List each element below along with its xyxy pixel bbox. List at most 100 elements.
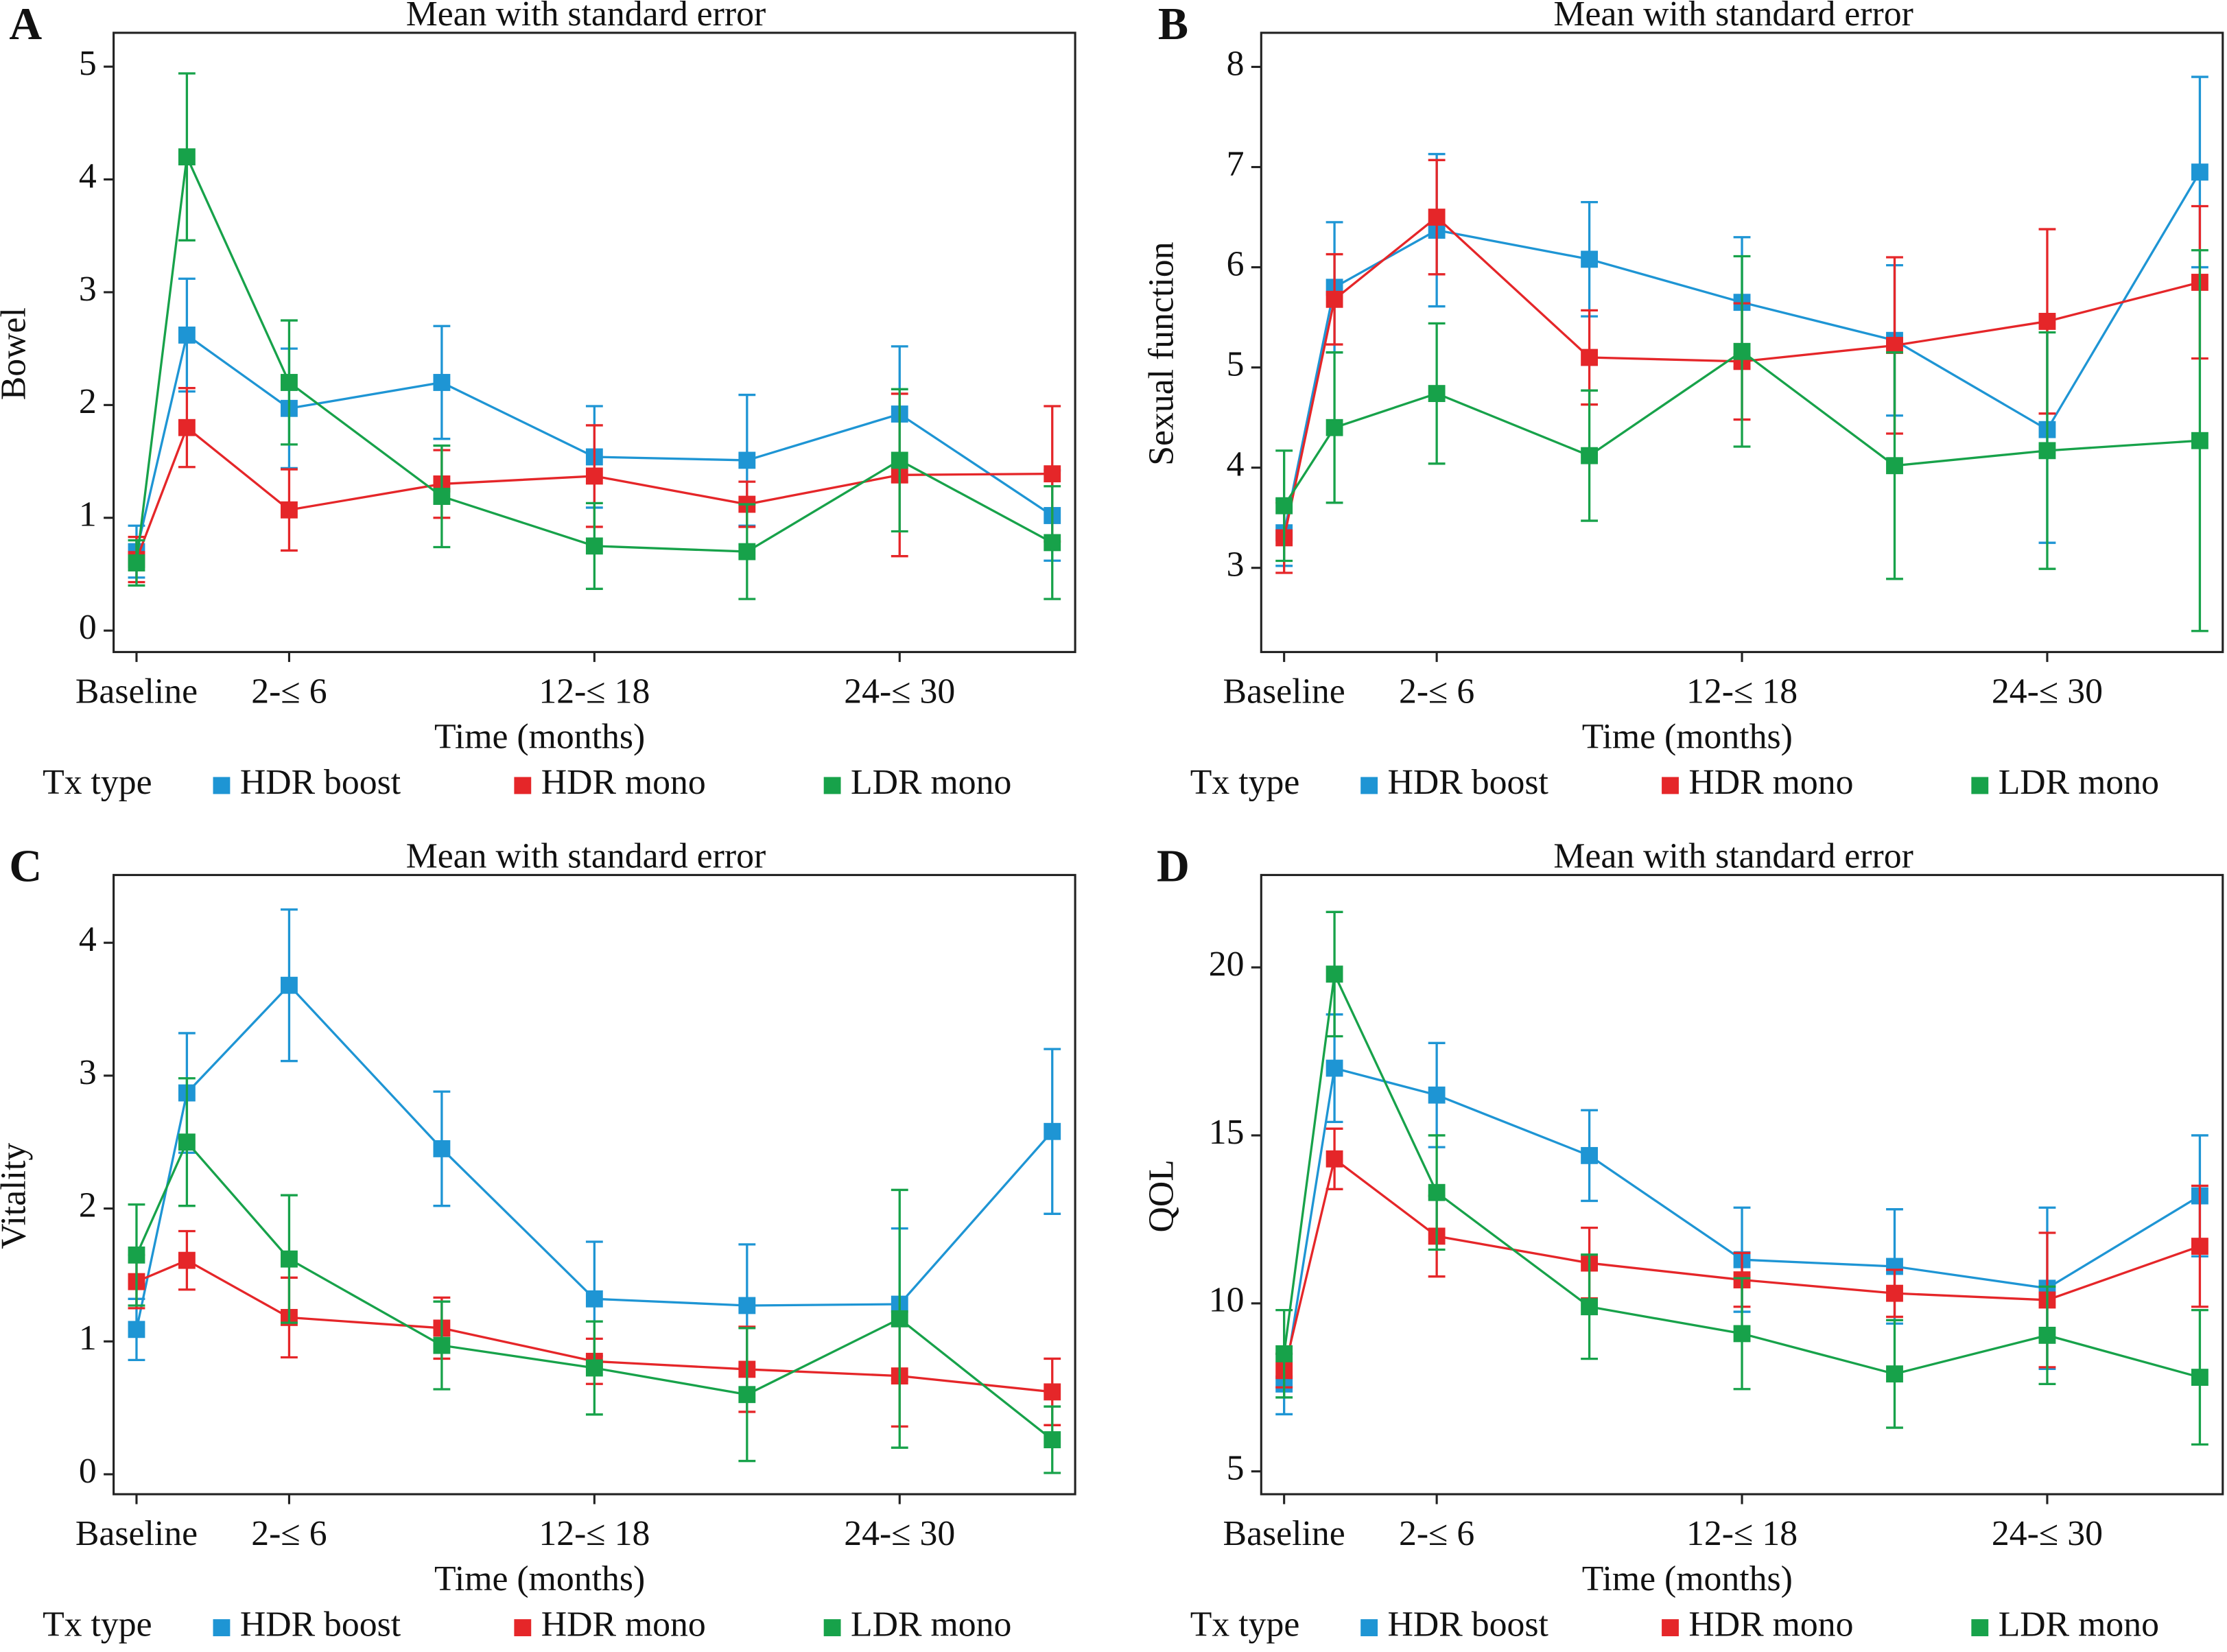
- x-tick-label: 12-≤ 18: [539, 1514, 650, 1553]
- marker: [2038, 442, 2056, 460]
- marker: [1044, 1122, 1061, 1140]
- x-tick-label: Baseline: [1223, 672, 1345, 711]
- panel: A Mean with standard error Bowel Time (mont…: [0, 0, 1076, 802]
- x-axis-label: Time (months): [434, 718, 645, 757]
- x-tick-label: 24-≤ 30: [844, 1514, 955, 1553]
- x-tick-label: 24-≤ 30: [1992, 1514, 2103, 1553]
- legend-swatch: [823, 777, 841, 794]
- y-tick-label: 5: [1227, 345, 1245, 384]
- x-tick-label: 12-≤ 18: [539, 672, 650, 711]
- marker: [891, 1310, 908, 1328]
- marker: [433, 374, 451, 391]
- marker: [1581, 1298, 1599, 1316]
- marker: [281, 374, 298, 391]
- y-axis-label: QOL: [1142, 1159, 1181, 1232]
- y-tick-label: 6: [1227, 244, 1245, 283]
- y-tick-label: 1: [79, 1319, 97, 1358]
- marker: [433, 1336, 451, 1354]
- x-tick-label: Baseline: [75, 672, 198, 711]
- marker: [1733, 1325, 1751, 1343]
- marker: [1886, 457, 1903, 475]
- marker: [1886, 337, 1903, 354]
- legend-swatch: [213, 1619, 231, 1637]
- marker: [1044, 465, 1061, 483]
- chart-title: Mean with standard error: [406, 0, 766, 34]
- marker: [1325, 290, 1343, 308]
- x-tick-label: 2-≤ 6: [251, 1514, 327, 1553]
- x-tick-label: 2-≤ 6: [251, 672, 327, 711]
- marker: [1428, 1086, 1446, 1104]
- marker: [738, 1386, 756, 1404]
- legend-label: HDR boost: [240, 1605, 401, 1644]
- legend-label: LDR mono: [1999, 763, 2159, 802]
- y-tick-label: 3: [79, 1053, 97, 1092]
- marker: [2038, 1326, 2056, 1344]
- x-axis-label: Time (months): [1582, 718, 1793, 757]
- y-tick-label: 10: [1209, 1281, 1245, 1320]
- y-tick-label: 8: [1227, 44, 1245, 83]
- series-line: [1283, 1066, 2201, 1384]
- marker: [178, 418, 196, 436]
- chart-title: Mean with standard error: [1553, 0, 1913, 34]
- series-line: [1283, 350, 2200, 507]
- marker: [433, 488, 451, 505]
- y-axis-label: Vitality: [0, 1143, 34, 1249]
- legend-label: HDR mono: [1688, 763, 1853, 802]
- legend-swatch: [1360, 777, 1378, 794]
- y-tick-label: 7: [1227, 144, 1245, 183]
- legend-swatch: [1971, 1619, 1989, 1637]
- plot-frame: [1260, 873, 2224, 1496]
- legend-label: HDR mono: [1688, 1605, 1853, 1644]
- x-tick-label: 24-≤ 30: [1992, 672, 2103, 711]
- panel: D Mean with standard error QOL Time (months…: [1142, 837, 2224, 1644]
- y-tick-label: 5: [1227, 1449, 1245, 1488]
- marker: [128, 1246, 145, 1264]
- legend-title: Tx type: [43, 763, 152, 802]
- marker: [178, 148, 196, 166]
- y-tick-label: 4: [79, 920, 97, 959]
- marker: [1886, 1284, 1903, 1302]
- legend-title: Tx type: [43, 1605, 152, 1644]
- series-line: [135, 152, 1053, 563]
- marker: [1044, 1431, 1061, 1449]
- marker: [585, 1359, 603, 1377]
- marker: [1581, 447, 1599, 464]
- y-tick-label: 4: [1227, 445, 1245, 484]
- legend-title: Tx type: [1190, 1605, 1300, 1644]
- marker: [1733, 342, 1751, 360]
- marker: [128, 1321, 145, 1338]
- legend-label: HDR boost: [1388, 1605, 1549, 1644]
- x-tick-label: 2-≤ 6: [1399, 1514, 1474, 1553]
- series-line: [135, 983, 1053, 1330]
- marker: [1886, 1365, 1903, 1383]
- marker: [1325, 418, 1343, 436]
- marker: [281, 976, 298, 994]
- marker: [178, 1133, 196, 1151]
- panel: B Mean with standard error Sexual function…: [1142, 0, 2224, 802]
- legend-swatch: [1662, 777, 1679, 794]
- x-axis-label: Time (months): [434, 1559, 645, 1598]
- x-tick-label: 12-≤ 18: [1686, 672, 1798, 711]
- y-tick-label: 2: [79, 1185, 97, 1225]
- panel-label: C: [9, 841, 42, 891]
- marker: [128, 554, 145, 571]
- legend-label: HDR mono: [541, 763, 706, 802]
- y-tick-label: 15: [1209, 1113, 1245, 1152]
- marker: [1044, 1383, 1061, 1401]
- legend-swatch: [514, 777, 532, 794]
- y-tick-label: 0: [79, 1452, 97, 1491]
- marker: [281, 1250, 298, 1268]
- y-tick-label: 1: [79, 495, 97, 534]
- marker: [738, 1297, 756, 1314]
- marker: [2191, 432, 2208, 449]
- legend-title: Tx type: [1190, 763, 1300, 802]
- legend-swatch: [1662, 1619, 1679, 1637]
- marker: [1428, 209, 1446, 226]
- marker: [1044, 534, 1061, 552]
- series-line: [135, 1140, 1053, 1441]
- marker: [1325, 1059, 1343, 1077]
- marker: [2191, 1238, 2208, 1255]
- marker: [738, 543, 756, 560]
- x-axis-label: Time (months): [1582, 1559, 1793, 1598]
